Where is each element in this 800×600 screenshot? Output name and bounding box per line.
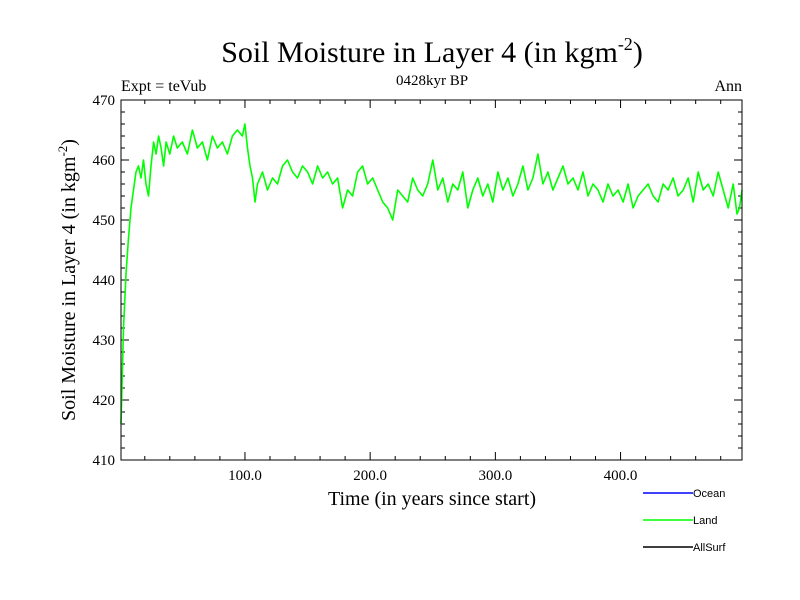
legend-label-allsurf: AllSurf [693, 542, 726, 554]
series-line-land [120, 123, 743, 425]
y-tick-label: 410 [93, 453, 116, 469]
legend-item-allsurf: AllSurf [643, 542, 726, 554]
y-axis-label-close: ) [58, 139, 80, 146]
series-group [120, 123, 743, 425]
x-axis-label: Time (in years since start) [328, 488, 536, 510]
chart-title-sup: -2 [618, 34, 633, 54]
legend-item-ocean: Ocean [643, 488, 725, 500]
y-tick-label: 460 [93, 153, 116, 169]
y-tick-label: 450 [93, 213, 116, 229]
chart-title-main: Soil Moisture in Layer 4 (in kgm [221, 36, 618, 69]
subtitle-center: 0428kyr BP [396, 73, 468, 89]
chart-title: Soil Moisture in Layer 4 (in kgm-2) [221, 34, 643, 69]
y-tick-label: 430 [93, 333, 116, 349]
subtitle-right: Ann [714, 78, 742, 95]
y-axis-label: Soil Moisture in Layer 4 (in kgm-2) [55, 139, 80, 421]
y-axis-label-sup: -2 [55, 146, 70, 157]
legend-label-land: Land [693, 515, 717, 527]
y-tick-label: 470 [93, 93, 116, 109]
axis-ticks: 410 420 430 440 450 460 470 100.0 200.0 300.0 400.… [93, 93, 742, 484]
legend-label-ocean: Ocean [693, 488, 725, 500]
legend: Ocean Land AllSurf [643, 488, 726, 554]
x-tick-label: 100.0 [228, 468, 262, 484]
y-tick-label: 440 [93, 273, 116, 289]
x-tick-label: 200.0 [353, 468, 387, 484]
subtitle-left: Expt = teVub [121, 78, 206, 95]
plot-frame [120, 99, 743, 461]
x-tick-label: 400.0 [604, 468, 638, 484]
chart-title-close: ) [633, 36, 643, 69]
y-tick-label: 420 [93, 393, 116, 409]
y-axis-label-main: Soil Moisture in Layer 4 (in kgm [58, 156, 80, 421]
legend-item-land: Land [643, 515, 717, 527]
x-tick-label: 300.0 [478, 468, 512, 484]
